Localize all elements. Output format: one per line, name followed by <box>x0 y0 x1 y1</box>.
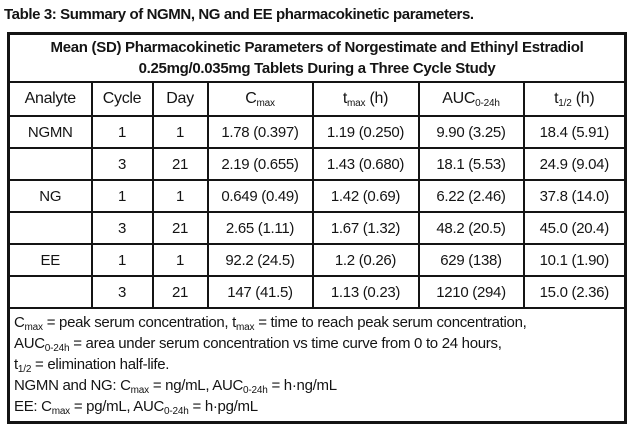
caption-line-2: 0.25mg/0.035mg Tablets During a Three Cy… <box>138 60 496 77</box>
column-header-thalf: t1/2 (h) <box>522 81 627 117</box>
table-cell: 3 <box>90 275 154 309</box>
column-header-auc: AUC0-24h <box>417 81 525 117</box>
table-row-ee-cycle1: EE 1 1 92.2 (24.5) 1.2 (0.26) 629 (138) … <box>7 243 627 277</box>
table-cell: 21 <box>151 275 209 309</box>
table-cell: 37.8 (14.0) <box>522 179 627 213</box>
table-cell: 1.19 (0.250) <box>311 115 420 149</box>
table-cell: 1 <box>90 243 154 277</box>
table-cell: 9.90 (3.25) <box>417 115 525 149</box>
column-header-analyte: Analyte <box>7 81 93 117</box>
table-cell: 15.0 (2.36) <box>522 275 627 309</box>
table-cell: 1 <box>90 179 154 213</box>
table-cell: 1 <box>151 179 209 213</box>
column-header-cmax: Cmax <box>206 81 314 117</box>
table-footnotes: Cmax = peak serum concentration, tmax = … <box>7 307 627 424</box>
table-cell: 1.43 (0.680) <box>311 147 420 181</box>
page-title: Table 3: Summary of NGMN, NG and EE phar… <box>4 6 474 23</box>
table-cell: 629 (138) <box>417 243 525 277</box>
column-header-day: Day <box>151 81 209 117</box>
table-cell: 3 <box>90 147 154 181</box>
table-cell: 147 (41.5) <box>206 275 314 309</box>
table-cell: 1.13 (0.23) <box>311 275 420 309</box>
table-cell: 2.65 (1.11) <box>206 211 314 245</box>
footnote-line-ee-units: EE: Cmax = pg/mL, AUC0-24h = h·pg/mL <box>14 398 258 417</box>
table-cell: 45.0 (20.4) <box>522 211 627 245</box>
table-row-ng-cycle1: NG 1 1 0.649 (0.49) 1.42 (0.69) 6.22 (2.… <box>7 179 627 213</box>
table-cell: 1 <box>151 243 209 277</box>
table-cell: 10.1 (1.90) <box>522 243 627 277</box>
table-cell: 48.2 (20.5) <box>417 211 525 245</box>
table-cell: 24.9 (9.04) <box>522 147 627 181</box>
column-header-cycle: Cycle <box>90 81 154 117</box>
column-header-tmax: tmax (h) <box>311 81 420 117</box>
table-cell: 0.649 (0.49) <box>206 179 314 213</box>
table-cell: 3 <box>90 211 154 245</box>
table-row-ee-cycle3: 3 21 147 (41.5) 1.13 (0.23) 1210 (294) 1… <box>7 275 627 309</box>
table-cell <box>7 211 93 245</box>
table-cell: NGMN <box>7 115 93 149</box>
table-row-ng-cycle3: 3 21 2.65 (1.11) 1.67 (1.32) 48.2 (20.5)… <box>7 211 627 245</box>
table-row-ngmn-cycle3: 3 21 2.19 (0.655) 1.43 (0.680) 18.1 (5.5… <box>7 147 627 181</box>
column-header-row: Analyte Cycle Day Cmax tmax (h) AUC0-24h… <box>7 81 627 117</box>
table-cell <box>7 275 93 309</box>
table-cell: 21 <box>151 147 209 181</box>
caption-row: Mean (SD) Pharmacokinetic Parameters of … <box>7 32 627 83</box>
footnote-line-thalf: t1/2 = elimination half-life. <box>14 356 170 375</box>
table-cell: 1210 (294) <box>417 275 525 309</box>
table-cell <box>7 147 93 181</box>
table-cell: 2.19 (0.655) <box>206 147 314 181</box>
table-cell: 1 <box>90 115 154 149</box>
table-caption: Mean (SD) Pharmacokinetic Parameters of … <box>7 32 627 83</box>
table-cell: 1 <box>151 115 209 149</box>
caption-line-1: Mean (SD) Pharmacokinetic Parameters of … <box>50 39 584 56</box>
table-row-ngmn-cycle1: NGMN 1 1 1.78 (0.397) 1.19 (0.250) 9.90 … <box>7 115 627 149</box>
table-cell: NG <box>7 179 93 213</box>
pk-parameters-table: Mean (SD) Pharmacokinetic Parameters of … <box>7 32 628 424</box>
table-cell: 1.42 (0.69) <box>311 179 420 213</box>
table-cell: 18.1 (5.53) <box>417 147 525 181</box>
table-cell: EE <box>7 243 93 277</box>
footnote-line-cmax-tmax: Cmax = peak serum concentration, tmax = … <box>14 314 527 333</box>
table-cell: 1.67 (1.32) <box>311 211 420 245</box>
table-cell: 21 <box>151 211 209 245</box>
table-cell: 18.4 (5.91) <box>522 115 627 149</box>
table-cell: 6.22 (2.46) <box>417 179 525 213</box>
table-cell: 1.2 (0.26) <box>311 243 420 277</box>
footnote-line-auc: AUC0-24h = area under serum concentratio… <box>14 335 502 354</box>
table-cell: 92.2 (24.5) <box>206 243 314 277</box>
footnote-line-ngmn-ng-units: NGMN and NG: Cmax = ng/mL, AUC0-24h = h·… <box>14 377 337 396</box>
footnote-row: Cmax = peak serum concentration, tmax = … <box>7 307 627 424</box>
table-cell: 1.78 (0.397) <box>206 115 314 149</box>
